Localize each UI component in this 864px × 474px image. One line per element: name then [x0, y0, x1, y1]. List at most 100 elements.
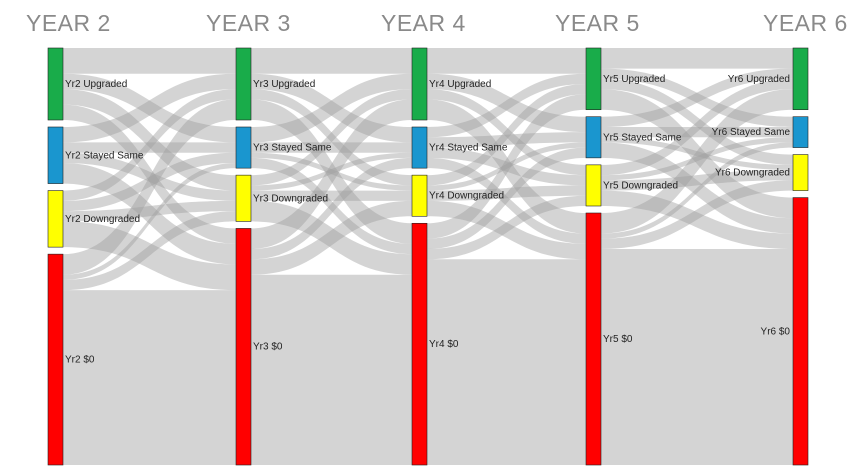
- node-label-y3-ss: Yr3 Stayed Same: [253, 143, 332, 154]
- flow-link-y3-up-to-y4-ss: [251, 73, 412, 143]
- flow-link-y2-dn-to-y3-ss: [63, 152, 236, 212]
- node-y3-z: [235, 228, 252, 466]
- node-label-y5-dn: Yr5 Downgraded: [603, 180, 678, 191]
- flow-links: [63, 48, 793, 465]
- node-label-y2-up: Yr2 Upgraded: [65, 79, 127, 90]
- node-y6-dn: [792, 154, 809, 191]
- flow-link-y4-ss-to-y5-z: [427, 157, 586, 244]
- node-label-y2-z: Yr2 $0: [65, 355, 95, 366]
- node-y4-z: [411, 222, 428, 466]
- flow-link-y2-z-to-y3-z: [63, 290, 236, 465]
- node-y2-z: [47, 253, 64, 466]
- node-label-y5-ss: Yr5 Stayed Same: [603, 132, 682, 143]
- flow-link-y4-up-to-y5-dn: [427, 89, 586, 176]
- node-y5-ss: [585, 116, 602, 159]
- flow-link-y3-z-to-y4-dn: [251, 200, 412, 275]
- flow-link-y4-dn-to-y5-z: [427, 200, 586, 260]
- flow-link-y4-ss-to-y5-up: [427, 73, 586, 138]
- flow-link-y5-z-to-y6-ss: [601, 142, 793, 239]
- flow-link-y3-up-to-y4-z: [251, 99, 412, 244]
- node-y2-dn: [47, 190, 64, 248]
- flow-link-y5-up-to-y6-up: [601, 48, 793, 69]
- node-y2-ss: [47, 126, 64, 184]
- flow-link-y5-up-to-y6-z: [601, 89, 793, 219]
- flow-link-y4-dn-to-y5-ss: [427, 142, 586, 191]
- flow-link-y2-z-to-y3-dn: [63, 211, 236, 291]
- flow-link-y3-up-to-y4-up: [251, 48, 412, 74]
- node-y2-up: [47, 47, 64, 121]
- flow-link-y4-up-to-y5-z: [427, 99, 586, 234]
- node-label-y4-up: Yr4 Upgraded: [429, 79, 491, 90]
- flow-link-y3-ss-to-y4-up: [251, 73, 412, 143]
- flow-link-y5-up-to-y6-dn: [601, 78, 793, 165]
- flow-link-y3-ss-to-y4-ss: [251, 142, 412, 153]
- flow-link-y5-dn-to-y6-z: [601, 190, 793, 249]
- flow-link-y4-z-to-y5-z: [427, 259, 586, 465]
- node-y5-dn: [585, 164, 602, 207]
- node-y5-z: [585, 212, 602, 466]
- node-y3-ss: [235, 126, 252, 169]
- flow-link-y3-ss-to-y4-dn: [251, 152, 412, 191]
- node-y3-dn: [235, 174, 252, 222]
- flow-link-y5-ss-to-y6-ss: [601, 127, 793, 138]
- flow-link-y4-z-to-y5-up: [427, 94, 586, 239]
- node-y4-up: [411, 47, 428, 121]
- node-label-y5-up: Yr5 Upgraded: [603, 74, 665, 85]
- flow-link-y5-ss-to-y6-up: [601, 68, 793, 127]
- year-4-header: YEAR 4: [381, 10, 466, 36]
- flow-link-y2-up-to-y3-up: [63, 48, 236, 74]
- flow-link-y2-ss-to-y3-z: [63, 163, 236, 265]
- node-label-y6-dn: Yr6 Downgraded: [715, 168, 790, 179]
- node-y4-ss: [411, 126, 428, 169]
- flow-link-y2-dn-to-y3-up: [63, 89, 236, 201]
- flow-link-y3-dn-to-y4-dn: [251, 190, 412, 201]
- node-label-y6-z: Yr6 $0: [761, 326, 791, 337]
- flow-link-y3-z-to-y4-up: [251, 99, 412, 249]
- flow-link-y3-up-to-y4-dn: [251, 89, 412, 186]
- flow-link-y4-dn-to-y5-up: [427, 84, 586, 186]
- flow-link-y3-z-to-y4-z: [251, 274, 412, 465]
- node-label-y3-z: Yr3 $0: [253, 342, 283, 353]
- flow-link-y3-dn-to-y4-z: [251, 200, 412, 275]
- flow-link-y3-z-to-y4-ss: [251, 157, 412, 260]
- node-label-y4-z: Yr4 $0: [429, 339, 459, 350]
- flow-link-y5-dn-to-y6-up: [601, 78, 793, 176]
- flow-link-y4-up-to-y5-up: [427, 48, 586, 74]
- node-labels: Yr2 Upgraded Yr2 Stayed Same Yr2 Downgrade…: [65, 74, 790, 366]
- node-label-y3-dn: Yr3 Downgraded: [253, 193, 328, 204]
- year-2-header: YEAR 2: [26, 10, 111, 36]
- flow-link-y2-z-to-y3-up: [63, 99, 236, 275]
- flow-link-y3-dn-to-y4-ss: [251, 152, 412, 191]
- flow-link-y2-ss-to-y3-ss: [63, 142, 236, 153]
- node-label-y2-ss: Yr2 Stayed Same: [65, 150, 144, 161]
- node-label-y6-ss: Yr6 Stayed Same: [712, 127, 791, 138]
- flow-link-y2-up-to-y3-dn: [63, 89, 236, 191]
- flow-link-y5-up-to-y6-ss: [601, 68, 793, 127]
- node-y3-up: [235, 47, 252, 121]
- node-y6-z: [792, 197, 809, 466]
- node-y6-ss: [792, 116, 809, 148]
- year-6-header: YEAR 6: [763, 10, 848, 36]
- year-5-header: YEAR 5: [555, 10, 640, 36]
- flow-link-y5-z-to-y6-up: [601, 89, 793, 234]
- node-label-y4-dn: Yr4 Downgraded: [429, 191, 504, 202]
- flow-link-y3-ss-to-y4-z: [251, 157, 412, 255]
- flow-link-y4-ss-to-y5-ss: [427, 132, 586, 148]
- flow-link-y3-dn-to-y4-up: [251, 89, 412, 186]
- flow-link-y4-dn-to-y5-dn: [427, 185, 586, 201]
- flow-link-y4-up-to-y5-ss: [427, 73, 586, 133]
- flow-link-y2-z-to-y3-ss: [63, 163, 236, 280]
- flow-link-y5-z-to-y6-z: [601, 249, 793, 465]
- node-label-y5-z: Yr5 $0: [603, 334, 633, 345]
- flow-link-y4-z-to-y5-ss: [427, 147, 586, 249]
- year-3-header: YEAR 3: [206, 10, 291, 36]
- flow-link-y5-dn-to-y6-dn: [601, 170, 793, 191]
- node-label-y4-ss: Yr4 Stayed Same: [429, 143, 508, 154]
- flow-link-y5-dn-to-y6-ss: [601, 137, 793, 181]
- flow-link-y2-up-to-y3-ss: [63, 73, 236, 143]
- flow-link-y4-z-to-y5-dn: [427, 195, 586, 260]
- flow-link-y2-dn-to-y3-dn: [63, 200, 236, 222]
- flow-link-y4-ss-to-y5-dn: [427, 147, 586, 186]
- flow-link-y2-ss-to-y3-up: [63, 73, 236, 143]
